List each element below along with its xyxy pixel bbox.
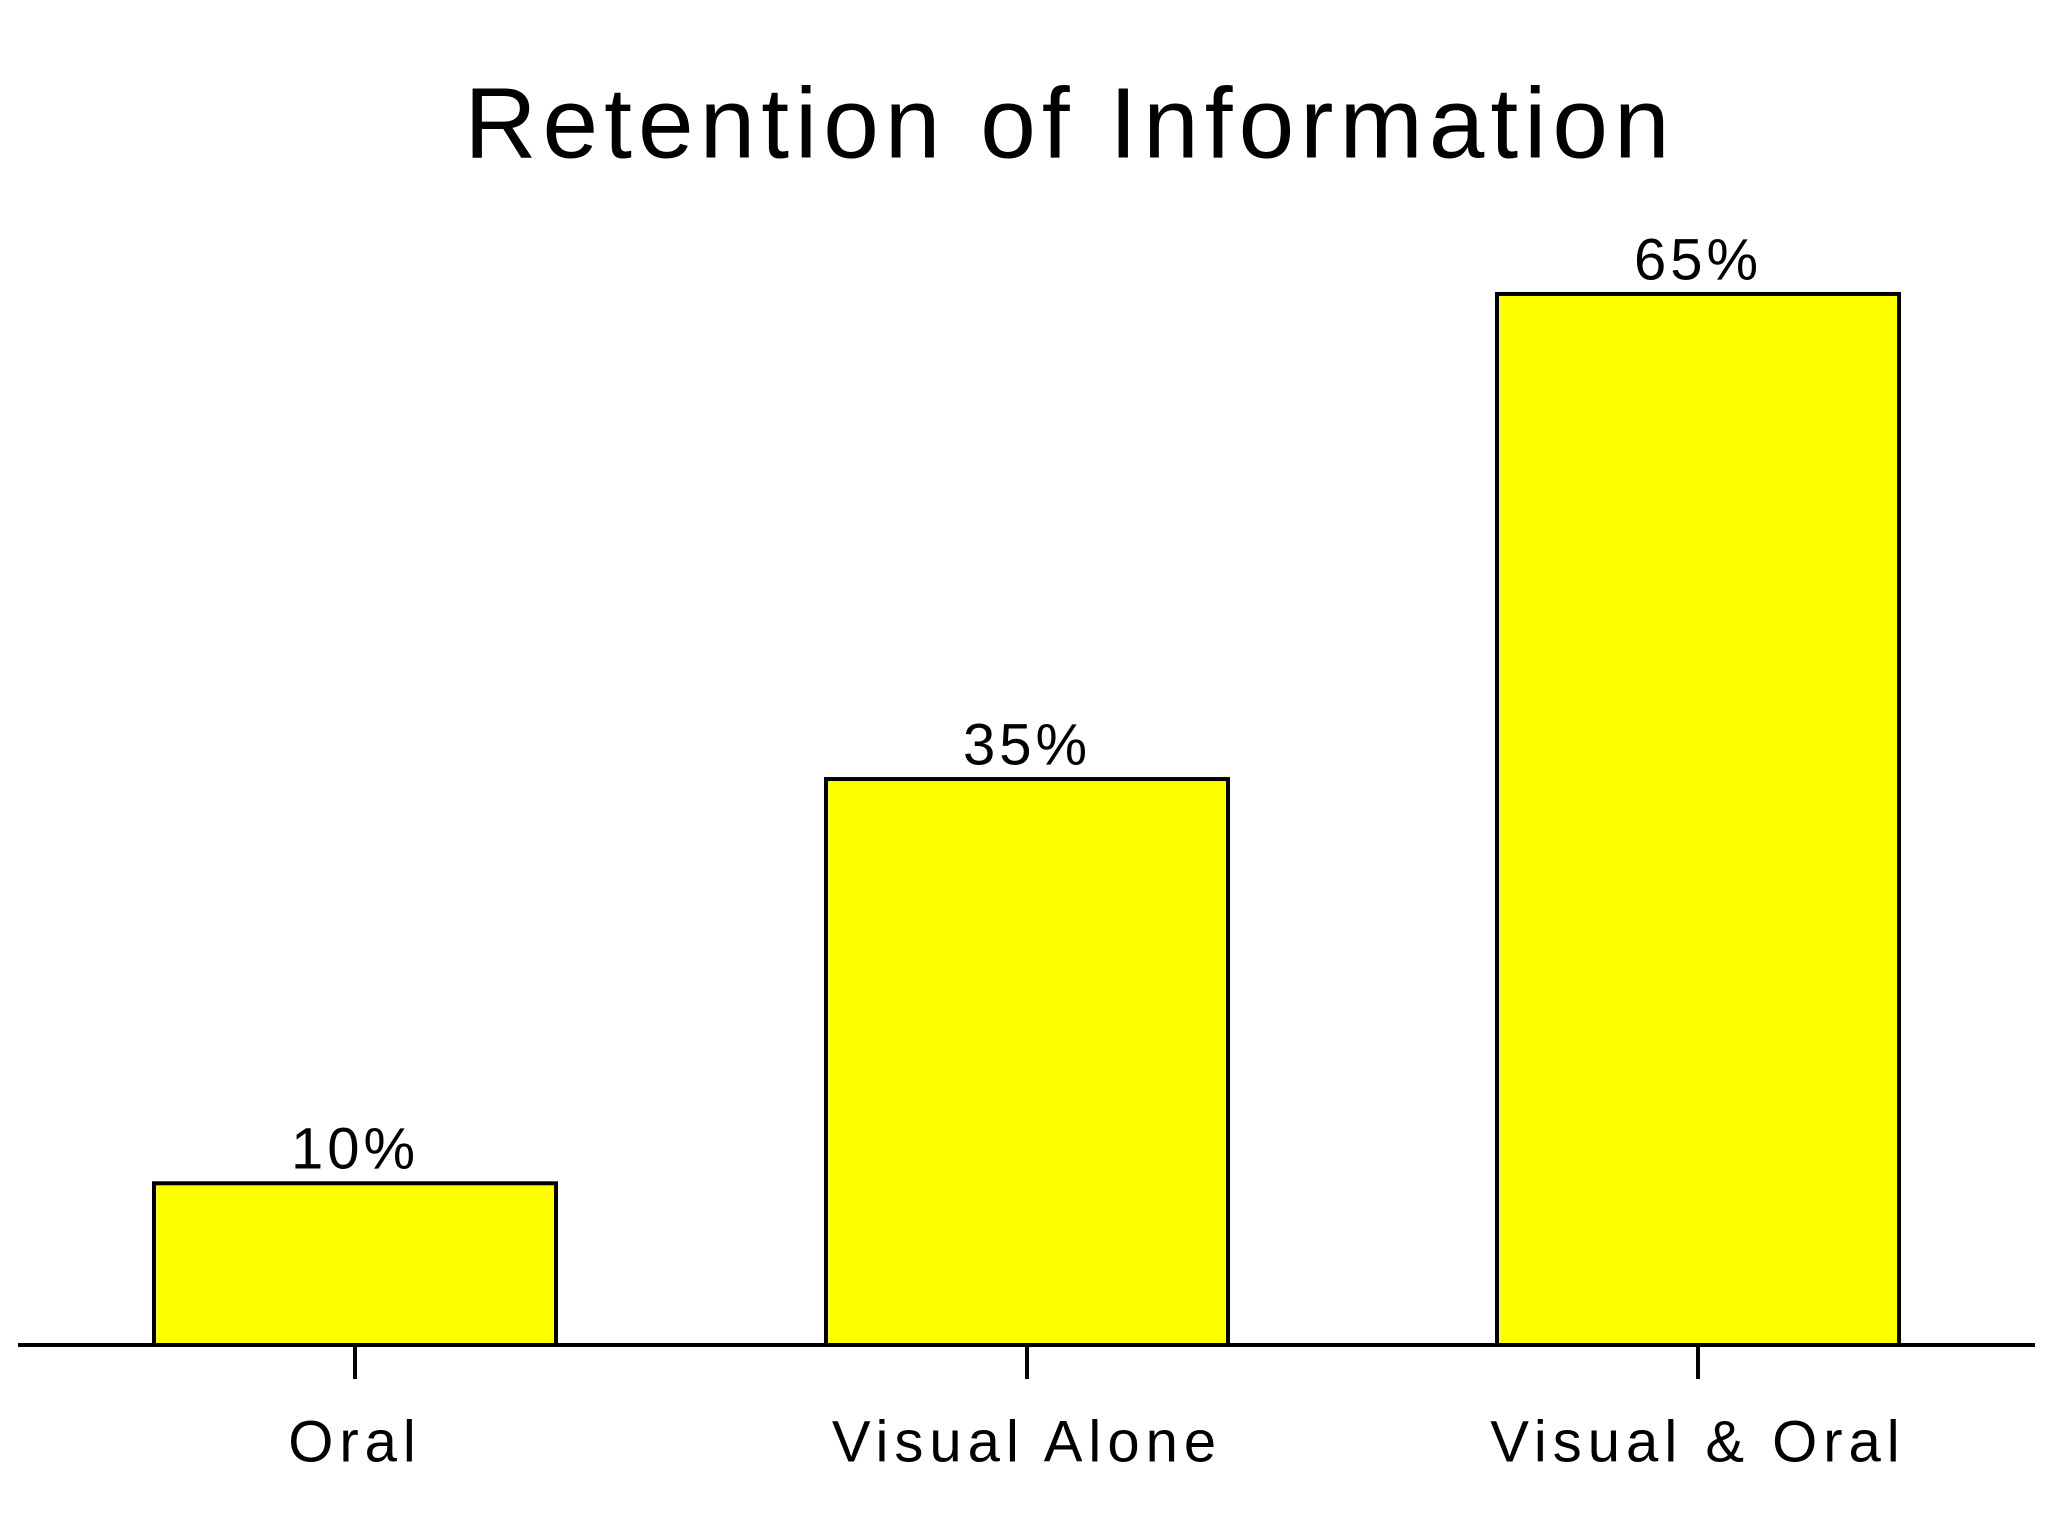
value-label: 10% xyxy=(291,1117,419,1182)
bar xyxy=(152,1181,558,1348)
x-tick-label: Visual Alone xyxy=(832,1409,1222,1474)
value-label: 35% xyxy=(963,712,1091,777)
bar xyxy=(1495,291,1901,1348)
x-tick-label: Visual & Oral xyxy=(1490,1409,1905,1474)
value-label: 65% xyxy=(1634,227,1762,292)
bar xyxy=(824,777,1230,1347)
chart-title: Retention of Information xyxy=(464,67,1675,179)
x-tick-label: Oral xyxy=(288,1409,422,1474)
